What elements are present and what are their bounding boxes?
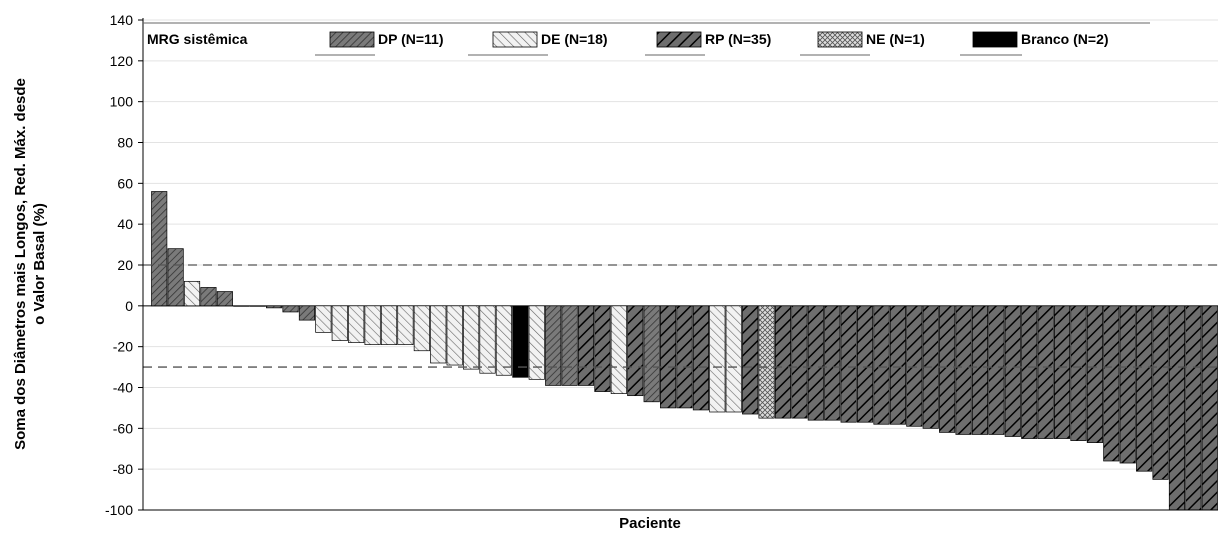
bar-rp bbox=[1021, 305, 1038, 439]
bar-rp bbox=[824, 305, 841, 421]
bar-rp bbox=[1119, 305, 1136, 464]
y-tick-label: 100 bbox=[110, 94, 134, 110]
legend-swatch-ne bbox=[817, 31, 863, 48]
bar-rp bbox=[742, 305, 759, 415]
bar-dp bbox=[266, 305, 283, 309]
bar-rp bbox=[774, 305, 792, 419]
bar-de bbox=[233, 305, 250, 307]
bar-de bbox=[430, 305, 447, 364]
y-tick-label: -80 bbox=[113, 461, 133, 477]
bar-rp bbox=[676, 305, 693, 409]
bar-rp bbox=[1168, 305, 1186, 511]
y-tick-label: -20 bbox=[113, 339, 133, 355]
bar-de bbox=[528, 305, 545, 380]
bar-de bbox=[249, 305, 266, 307]
y-tick-label: 20 bbox=[117, 257, 133, 273]
bar-de bbox=[413, 305, 430, 352]
legend-label-dp: DP (N=11) bbox=[378, 31, 444, 47]
bar-rp bbox=[1070, 305, 1087, 441]
legend-swatch-branco bbox=[972, 31, 1018, 48]
bar-dp bbox=[561, 305, 578, 386]
legend-label-ne: NE (N=1) bbox=[866, 31, 925, 47]
bar-dp bbox=[200, 287, 217, 307]
bar-de bbox=[397, 305, 414, 345]
legend-label-de: DE (N=18) bbox=[541, 31, 608, 47]
bar-rp bbox=[692, 305, 709, 411]
bar-rp bbox=[971, 305, 989, 435]
bar-rp bbox=[955, 305, 972, 435]
y-tick-label: -60 bbox=[113, 420, 133, 436]
bar-ne bbox=[758, 305, 775, 419]
y-tick-label: 120 bbox=[110, 53, 134, 69]
bar-de bbox=[725, 305, 742, 413]
bar-rp bbox=[1037, 305, 1054, 439]
bar-rp bbox=[660, 305, 677, 409]
y-axis-ticks: 140 120 100 80 60 40 20 0 -20 -40 -60 -80 -100 bbox=[105, 12, 143, 518]
bar-rp bbox=[1086, 305, 1103, 443]
bar-de bbox=[446, 305, 463, 366]
bar-rp bbox=[1201, 305, 1218, 511]
y-tick-label: 0 bbox=[125, 298, 133, 314]
bar-dp bbox=[282, 305, 299, 313]
bar-rp bbox=[1152, 305, 1169, 480]
bar-de bbox=[364, 305, 381, 345]
bar-dp bbox=[167, 248, 184, 307]
bar-rp bbox=[807, 305, 824, 421]
bar-rp bbox=[988, 305, 1005, 435]
bar-dp bbox=[545, 305, 562, 386]
bar-dp bbox=[216, 291, 233, 307]
bar-rp bbox=[906, 305, 923, 427]
legend-title: MRG sistêmica bbox=[147, 31, 248, 47]
bar-de bbox=[315, 305, 332, 333]
bar-branco bbox=[512, 305, 529, 378]
bar-rp bbox=[577, 305, 595, 386]
bar-rp bbox=[1136, 305, 1153, 472]
bar-dp bbox=[151, 191, 168, 307]
legend-label-rp: RP (N=35) bbox=[705, 31, 771, 47]
bar-de bbox=[709, 305, 726, 413]
bar-de bbox=[380, 305, 398, 345]
bar-rp bbox=[873, 305, 890, 425]
bar-dp bbox=[298, 305, 316, 321]
y-tick-label: -40 bbox=[113, 380, 133, 396]
y-tick-label: 60 bbox=[117, 175, 133, 191]
bar-de bbox=[463, 305, 480, 370]
bar-de bbox=[479, 305, 496, 374]
bar-rp bbox=[840, 305, 857, 423]
x-axis-title: Paciente bbox=[619, 515, 681, 532]
bar-rp bbox=[1185, 305, 1202, 511]
bar-dp bbox=[643, 305, 660, 403]
bar-rp bbox=[594, 305, 611, 392]
bar-rp bbox=[1103, 305, 1120, 462]
legend: MRG sistêmica DP (N=11) DE (N=18) RP (N=35… bbox=[143, 22, 1150, 56]
legend-swatch-dp bbox=[329, 31, 375, 48]
bar-rp bbox=[791, 305, 808, 419]
bar-rp bbox=[889, 305, 906, 425]
y-tick-label: 40 bbox=[117, 216, 133, 232]
y-tick-label: -100 bbox=[105, 502, 133, 518]
legend-swatch-rp bbox=[656, 31, 702, 48]
bar-de bbox=[183, 280, 201, 307]
y-tick-label: 80 bbox=[117, 135, 133, 151]
legend-label-branco: Branco (N=2) bbox=[1021, 31, 1109, 47]
bar-de bbox=[348, 305, 365, 343]
bar-de bbox=[495, 305, 512, 376]
bar-de bbox=[610, 305, 627, 394]
bar-rp bbox=[1053, 305, 1071, 439]
bar-rp bbox=[1004, 305, 1021, 437]
y-tick-label: 140 bbox=[110, 12, 134, 28]
y-axis-title-line2: o Valor Basal (%) bbox=[31, 203, 48, 325]
y-axis-title-line1: Soma dos Diâmetros mais Longos, Red. Máx… bbox=[12, 78, 29, 450]
legend-swatch-de bbox=[492, 31, 538, 48]
bar-de bbox=[331, 305, 348, 341]
bar-rp bbox=[939, 305, 956, 433]
bars-group bbox=[151, 191, 1218, 511]
bar-rp bbox=[627, 305, 644, 397]
bar-rp bbox=[857, 305, 874, 423]
